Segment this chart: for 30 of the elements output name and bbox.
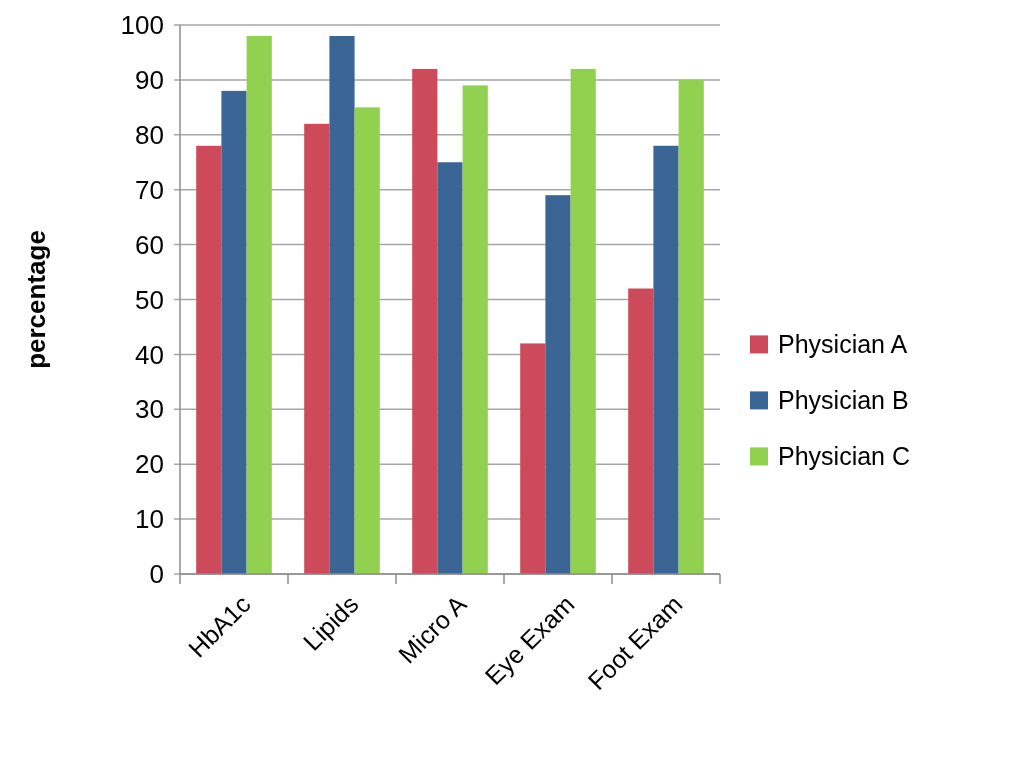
y-tick-label: 90: [135, 65, 164, 95]
bar: [329, 35, 355, 574]
bar: [570, 68, 596, 574]
bar: [437, 162, 463, 574]
bar: [304, 123, 330, 574]
y-tick-label: 60: [135, 229, 164, 260]
bar: [354, 107, 380, 574]
y-tick-label: 80: [135, 119, 164, 150]
bar: [462, 85, 488, 574]
y-axis-title: percentage: [21, 230, 51, 369]
bar: [246, 35, 272, 574]
bar: [412, 68, 438, 574]
bar: [196, 145, 222, 574]
y-tick-label: 0: [149, 559, 164, 590]
y-tick-label: 30: [135, 394, 164, 425]
bar: [678, 79, 704, 574]
y-tick-label: 70: [135, 174, 164, 205]
y-tick-label: 100: [120, 10, 164, 41]
legend-label: Physician B: [778, 386, 909, 415]
y-tick-label: 50: [135, 284, 164, 315]
legend-label: Physician A: [778, 330, 908, 359]
y-tick-label: 40: [135, 339, 164, 370]
bar: [221, 90, 247, 574]
bar: [653, 145, 679, 574]
bar: [545, 195, 571, 574]
bar: [628, 288, 654, 574]
bar: [520, 343, 546, 574]
y-tick-label: 20: [135, 449, 164, 480]
y-tick-label: 10: [135, 504, 164, 535]
legend-label: Physician C: [778, 442, 910, 471]
